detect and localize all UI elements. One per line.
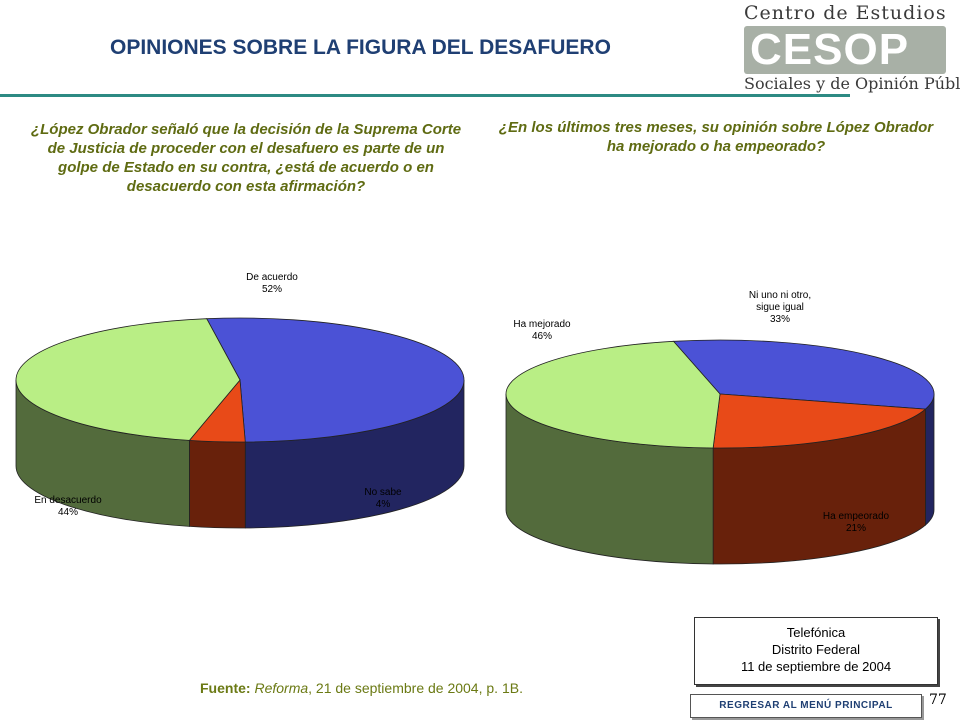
source-note: Fuente: Reforma, 21 de septiembre de 200…	[200, 680, 523, 696]
pie-slice-2	[505, 340, 721, 449]
page-title: OPINIONES SOBRE LA FIGURA DEL DESAFUERO	[110, 36, 611, 59]
slice-label-2: Ha mejorado 46%	[513, 319, 571, 342]
pie-slice-0	[672, 339, 935, 410]
survey-method: Telefónica	[786, 625, 846, 640]
logo-block	[744, 26, 946, 74]
logo-mark: CESOP	[750, 25, 910, 74]
source-label: Fuente:	[200, 680, 251, 696]
slice-label-1: Ha empeorado 21%	[823, 511, 890, 534]
title-divider	[0, 94, 850, 97]
pie-slice-1	[712, 393, 927, 449]
page-number: 77	[929, 692, 947, 708]
pie-slice-2	[15, 318, 241, 441]
pie-chart-2: Ni uno ni otro, sigue igual 33% Ha empeorad…	[505, 290, 935, 565]
question-1: ¿López Obrador señaló que la decisión de…	[30, 121, 462, 195]
logo-top-text: Centro de Estudios	[744, 2, 947, 24]
survey-location: Distrito Federal	[771, 642, 861, 657]
back-to-menu-button[interactable]: REGRESAR AL MENÚ PRINCIPAL	[690, 694, 922, 718]
pie-chart-1: De acuerdo 52% No sabe 4% En desacuerdo 44%	[15, 272, 465, 529]
pie-slice-0	[206, 317, 465, 443]
survey-info-box: Telefónica Distrito Federal 11 de septie…	[694, 617, 938, 685]
slice-label-2: En desacuerdo 44%	[34, 495, 102, 518]
survey-date: 11 de septiembre de 2004	[740, 659, 892, 674]
pie-slice-side-0-0	[925, 393, 935, 526]
source-rest: , 21 de septiembre de 2004, p. 1B.	[308, 680, 523, 696]
pie-slice-side-1-0	[189, 439, 246, 529]
slice-label-1: No sabe 4%	[364, 487, 402, 510]
slice-label-0: De acuerdo 52%	[246, 272, 298, 295]
source-publication: Reforma	[254, 680, 309, 696]
logo-bottom-text: Sociales y de Opinión Pública	[744, 74, 960, 93]
slice-label-0: Ni uno ni otro, sigue igual 33%	[749, 290, 811, 325]
question-2: ¿En los últimos tres meses, su opinión s…	[498, 119, 934, 155]
